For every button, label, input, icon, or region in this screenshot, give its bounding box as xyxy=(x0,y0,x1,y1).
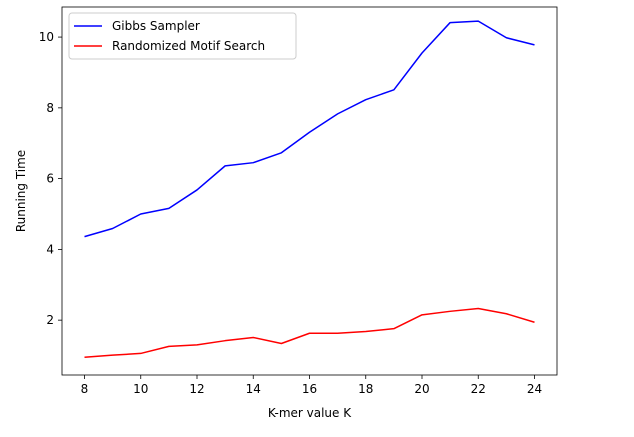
y-tick-label: 8 xyxy=(46,101,54,115)
legend-label-1: Randomized Motif Search xyxy=(112,39,265,53)
x-tick-label: 10 xyxy=(133,382,148,396)
x-tick-label: 14 xyxy=(246,382,261,396)
series-layer xyxy=(84,20,535,359)
legend: Gibbs Sampler Randomized Motif Search xyxy=(68,12,297,60)
series-line-0 xyxy=(84,20,535,238)
y-axis-label: Running Time xyxy=(14,150,28,232)
plot-area xyxy=(62,7,557,375)
y-tick-label: 4 xyxy=(46,242,54,256)
x-axis-ticks: 8 10 12 14 16 18 20 22 24 xyxy=(81,375,542,396)
legend-items: Gibbs Sampler Randomized Motif Search xyxy=(74,19,265,53)
x-tick-label: 8 xyxy=(81,382,89,396)
x-axis-label: K-mer value K xyxy=(268,406,352,420)
x-tick-label: 24 xyxy=(527,382,542,396)
x-tick-label: 20 xyxy=(414,382,429,396)
x-tick-label: 16 xyxy=(302,382,317,396)
y-tick-label: 6 xyxy=(46,172,54,186)
x-tick-label: 18 xyxy=(358,382,373,396)
legend-box xyxy=(68,12,297,60)
legend-label-0: Gibbs Sampler xyxy=(112,19,200,33)
y-tick-label: 10 xyxy=(39,30,54,44)
x-tick-label: 12 xyxy=(189,382,204,396)
y-axis-ticks: 2 4 6 8 10 xyxy=(39,30,62,327)
series-line-1 xyxy=(84,307,535,359)
x-tick-label: 22 xyxy=(471,382,486,396)
y-tick-label: 2 xyxy=(46,313,54,327)
